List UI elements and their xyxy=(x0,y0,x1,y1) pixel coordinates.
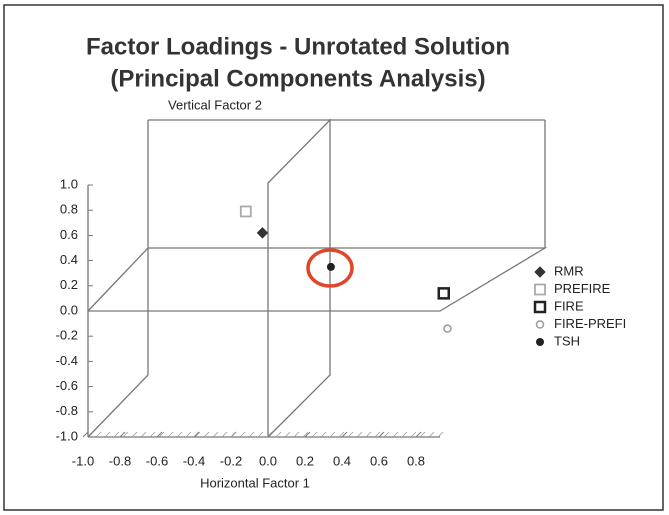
hatch xyxy=(284,431,291,438)
x-tick xyxy=(415,431,422,438)
point xyxy=(239,205,252,218)
hatch xyxy=(248,431,255,438)
x-tick-label: -1.0 xyxy=(72,453,94,468)
hatch xyxy=(113,431,120,438)
chart-subtitle: (Principal Components Analysis) xyxy=(110,65,485,92)
y-tick-label: -0.6 xyxy=(56,378,78,393)
hatch xyxy=(122,431,129,438)
x-tick-label: -0.2 xyxy=(220,453,242,468)
x-tick-label: 0.6 xyxy=(370,453,388,468)
hatch xyxy=(419,431,426,438)
y-tick-label: -0.8 xyxy=(56,403,78,418)
hatch xyxy=(374,431,381,438)
hatch xyxy=(302,431,309,438)
hatch xyxy=(437,431,444,438)
hatch xyxy=(221,431,228,438)
hatch xyxy=(149,431,156,438)
y-tick-label: 0.4 xyxy=(60,252,78,267)
hatch xyxy=(266,431,273,438)
x-tick-label: 0.8 xyxy=(407,453,425,468)
hatch xyxy=(311,431,318,438)
hatch xyxy=(428,431,435,438)
hatch xyxy=(95,431,102,438)
hatch xyxy=(410,431,417,438)
legend-label: TSH xyxy=(554,333,580,348)
point xyxy=(326,262,335,271)
point xyxy=(437,287,450,300)
hatch xyxy=(329,431,336,438)
hatch xyxy=(347,431,354,438)
x-tick-label: -0.4 xyxy=(183,453,205,468)
y-tick-label: -0.4 xyxy=(56,353,78,368)
y-tick-label: 1.0 xyxy=(60,176,78,191)
x-tick xyxy=(156,431,163,438)
x-tick-label: 0.4 xyxy=(333,453,351,468)
hatch xyxy=(104,431,111,438)
legend-marker xyxy=(536,338,544,346)
hatch xyxy=(140,431,147,438)
hatch xyxy=(239,431,246,438)
legend-marker xyxy=(535,320,545,329)
highlight-circle xyxy=(306,248,354,288)
hatch xyxy=(293,431,300,438)
y-tick-label: 0.0 xyxy=(60,302,78,317)
chart-title: Factor Loadings - Unrotated Solution xyxy=(86,33,510,60)
legend-marker xyxy=(534,266,546,278)
x-tick xyxy=(341,431,348,438)
hatch xyxy=(383,431,390,438)
x-tick-label: 0.0 xyxy=(259,453,277,468)
hatch xyxy=(392,431,399,438)
legend-label: RMR xyxy=(554,263,584,278)
y-axis-label: Vertical Factor 2 xyxy=(168,97,262,112)
x-tick-label: 0.2 xyxy=(296,453,314,468)
x-tick xyxy=(82,431,89,438)
hatch xyxy=(176,431,183,438)
hatch xyxy=(401,431,408,438)
legend-marker xyxy=(534,283,546,296)
hatch xyxy=(158,431,165,438)
legend-label: FIRE xyxy=(554,298,584,313)
x-tick xyxy=(267,431,274,438)
y-tick-label: 0.8 xyxy=(60,202,78,217)
border xyxy=(3,4,664,511)
hatch xyxy=(275,431,282,438)
hatch xyxy=(320,431,327,438)
y-tick-label: -0.2 xyxy=(56,328,78,343)
hatch xyxy=(257,431,264,438)
x-tick-label: -0.8 xyxy=(109,453,131,468)
hatch xyxy=(230,431,237,438)
hatch xyxy=(338,431,345,438)
point xyxy=(443,324,452,333)
x-axis-label: Horizontal Factor 1 xyxy=(200,475,310,490)
legend-label: PREFIRE xyxy=(554,281,611,296)
y-tick-label: 0.6 xyxy=(60,227,78,242)
legend-label: FIRE-PREFI xyxy=(554,316,626,331)
hatch xyxy=(131,431,138,438)
y-tick-label: 0.2 xyxy=(60,277,78,292)
y-tick-label: -1.0 xyxy=(56,428,78,443)
legend-marker xyxy=(533,300,547,314)
hatch xyxy=(167,431,174,438)
x-tick xyxy=(119,431,126,438)
box-frame xyxy=(87,118,548,438)
hatch xyxy=(212,431,219,438)
hatch xyxy=(194,431,201,438)
x-tick xyxy=(378,431,385,438)
hatch xyxy=(356,431,363,438)
x-tick xyxy=(304,431,311,438)
hatch xyxy=(203,431,210,438)
x-tick-label: -0.6 xyxy=(146,453,168,468)
point xyxy=(256,227,269,239)
x-tick xyxy=(193,431,200,438)
hatch xyxy=(185,431,192,438)
hatch xyxy=(365,431,372,438)
